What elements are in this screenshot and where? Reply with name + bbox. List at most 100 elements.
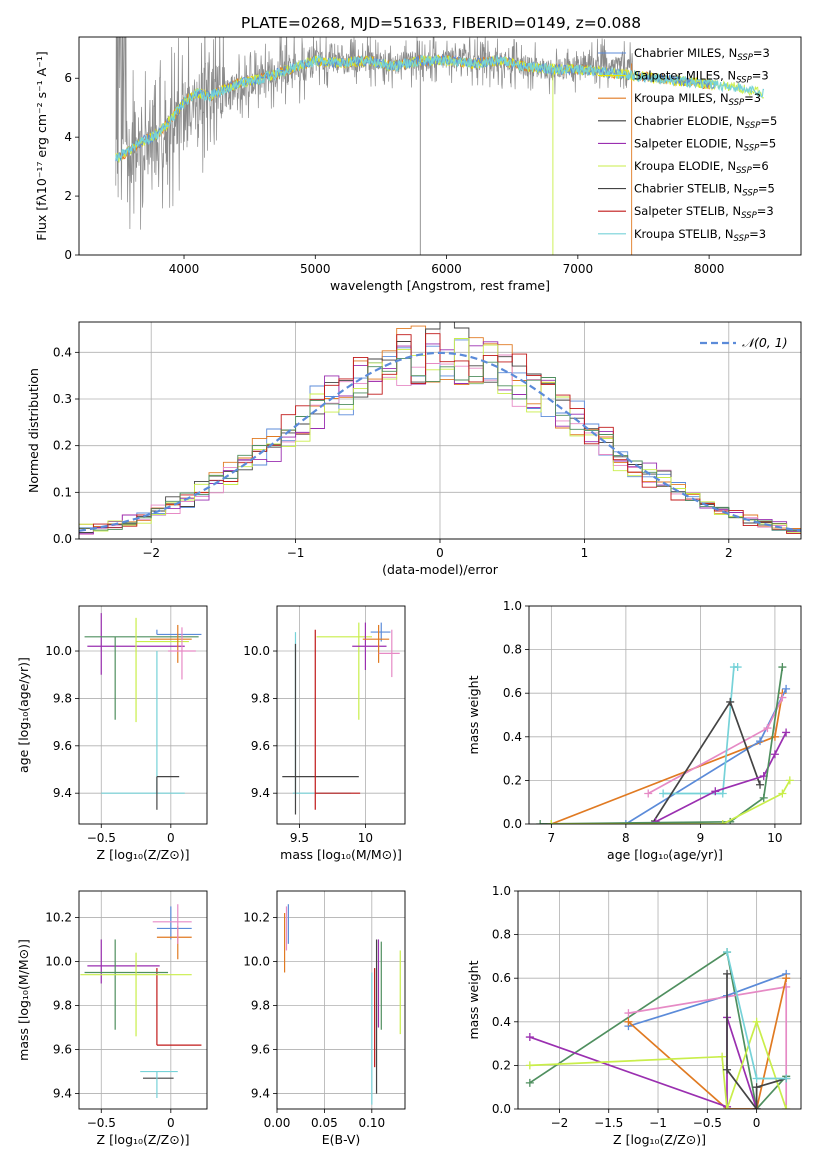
observed-spectrum-line <box>115 37 634 230</box>
legend-subscript: SSP <box>745 121 761 131</box>
legend-subscript: SSP <box>736 166 752 176</box>
legend-label: Chabrier MILES, N <box>634 46 737 60</box>
mass_vs_Z-ytick-label: 10.2 <box>45 910 72 924</box>
spectrum-xtick-label: 8000 <box>694 262 725 276</box>
mass_weight_vs_Z-ytick-label: 0.0 <box>492 1102 511 1116</box>
legend-entry-chabrier_stelib: Chabrier STELIB, NSSP=5 <box>634 182 775 199</box>
spectrum-ytick-label: 2 <box>64 189 72 203</box>
mass-weight-marker-chabrier_miles <box>621 820 630 824</box>
mass-weight-marker-kroupa_elodie <box>782 1105 791 1109</box>
spectrum-plot-area <box>115 37 765 255</box>
legend-label: Salpeter ELODIE, N <box>634 136 744 150</box>
legend-entry-normal: 𝒩(0, 1) <box>742 335 788 350</box>
mass_vs_EBV-xtick-label: 0.00 <box>264 1116 291 1130</box>
mass_weight_vs_Z-xtick-label: 0 <box>753 1116 761 1130</box>
mass_vs_Z-frame <box>78 890 208 1110</box>
mass-weight-marker-green <box>536 820 545 824</box>
mass_weight_vs_age-ylabel: mass weight <box>466 675 481 754</box>
mass_vs_Z-ytick-label: 9.8 <box>53 999 72 1013</box>
mass_vs_Z-ytick-label: 9.4 <box>53 1087 72 1101</box>
spectrum-xtick-label: 5000 <box>300 262 331 276</box>
age_vs_Z-frame <box>78 605 208 825</box>
mass_vs_Z-xtick-label: 0 <box>167 1116 175 1130</box>
legend-label: Kroupa STELIB, N <box>634 227 734 241</box>
mass-weight-marker-salpeter_elodie <box>525 1033 534 1042</box>
mass_vs_EBV-ytick-label: 9.8 <box>251 999 270 1013</box>
age_vs_mass-axes: 9.5 10 9.4 9.6 9.8 10.0 mass [log₁₀(M/M⊙)] <box>243 605 406 862</box>
mass-weight-marker-kroupa_elodie <box>718 1052 727 1061</box>
mass_weight_vs_Z-xtick-label: −0.5 <box>693 1116 722 1130</box>
mass_weight_vs_Z-ytick-label: 0.2 <box>492 1058 511 1072</box>
residuals-xtick-label: −2 <box>142 546 160 560</box>
mass-weight-line-green <box>540 666 784 824</box>
age_vs_mass-xlabel: mass [log₁₀(M/M⊙)] <box>280 847 402 862</box>
mass-weight-marker-green <box>525 1078 534 1087</box>
mass-weight-marker-kroupa_elodie <box>723 1105 732 1109</box>
age_vs_Z-axes: −0.5 0 9.4 9.6 9.8 10.0 Z [log₁₀(Z/Z⊙)] age [lo… <box>16 605 208 862</box>
legend-entry-kroupa_elodie: Kroupa ELODIE, NSSP=6 <box>634 159 769 176</box>
mass-weight-marker-kroupa_elodie <box>785 776 794 785</box>
mass-weight-line-chabrier_stelib <box>726 973 787 1109</box>
age_vs_mass-ytick-label: 9.8 <box>251 691 270 705</box>
mass-weight-marker-kroupa_stelib <box>659 789 668 798</box>
mass_weight_vs_Z-axes: −2 −1.5 −1 −0.5 0 0.0 0.2 0.4 0.6 0.8 1.0 Z [log₁₀(… <box>466 884 802 1147</box>
legend-subscript: SSP <box>737 53 753 63</box>
residuals-ytick-label: 0.4 <box>53 345 72 359</box>
age_vs_Z-ytick-label: 9.6 <box>53 739 72 753</box>
mass_vs_EBV-frame <box>276 890 406 1110</box>
mass-weight-marker-kroupa_elodie <box>752 1017 761 1026</box>
mass_weight_vs_age-plot-area <box>536 663 794 824</box>
model-spectrum-kroupa_stelib <box>115 54 765 161</box>
legend-count: =3 <box>757 204 774 218</box>
mass_weight_vs_age-xtick-label: 9 <box>697 831 705 845</box>
age_vs_Z-ytick-label: 10.0 <box>45 644 72 658</box>
residuals-xlabel: (data-model)/error <box>382 562 499 577</box>
residuals-xtick-label: 2 <box>725 546 733 560</box>
mass_vs_EBV-plot-area <box>283 904 401 1105</box>
residuals-frame <box>78 321 802 540</box>
legend-subscript: SSP <box>744 143 760 153</box>
age_vs_Z-xtick-label: 0 <box>167 831 175 845</box>
residuals-ytick-label: 0.3 <box>53 392 72 406</box>
residuals-plot-area <box>79 322 801 539</box>
legend-entry-salpeter_miles: Salpeter MILES, NSSP=3 <box>634 69 769 86</box>
mass-weight-marker-kroupa_stelib <box>782 1074 791 1083</box>
legend-count: =3 <box>752 69 769 83</box>
legend-count: =3 <box>744 91 761 105</box>
legend-subscript: SSP <box>734 234 750 244</box>
mass-weight-line-kroupa_miles <box>551 693 784 824</box>
legend-label: Salpeter MILES, N <box>634 69 736 83</box>
residuals-xtick-label: 1 <box>581 546 589 560</box>
legend-subscript: SSP <box>736 76 752 86</box>
legend-subscript: SSP <box>729 98 745 108</box>
mass_vs_Z-ytick-label: 9.6 <box>53 1043 72 1057</box>
mass-weight-marker-kroupa_miles <box>624 1017 633 1026</box>
figure-title: PLATE=0268, MJD=51633, FIBERID=0149, z=0… <box>241 14 641 32</box>
mass-weight-marker-kroupa_elodie <box>778 789 787 798</box>
legend-count: =5 <box>760 114 777 128</box>
legend-entry-chabrier_elodie: Chabrier ELODIE, NSSP=5 <box>634 114 777 131</box>
mass_weight_vs_age-frame <box>528 605 802 825</box>
legend-entry-kroupa_stelib: Kroupa STELIB, NSSP=3 <box>634 227 766 244</box>
mass-weight-marker-kroupa_elodie <box>547 820 556 824</box>
legend-label: Kroupa MILES, N <box>634 91 729 105</box>
mass_weight_vs_Z-plot-area <box>525 948 791 1109</box>
legend-count: =6 <box>752 159 769 173</box>
mass_vs_Z-plot-area <box>80 904 202 1098</box>
residuals-ytick-label: 0.1 <box>53 485 72 499</box>
mass_vs_EBV-ytick-label: 9.4 <box>251 1087 270 1101</box>
mass_weight_vs_Z-ytick-label: 0.4 <box>492 1015 511 1029</box>
mass_weight_vs_age-ytick-label: 0.2 <box>503 773 522 787</box>
mass-weight-marker-kroupa_elodie <box>525 1061 534 1070</box>
mass_vs_EBV-ytick-label: 9.6 <box>251 1043 270 1057</box>
spectrum-xtick-label: 4000 <box>169 262 200 276</box>
mass-weight-line-kroupa_elodie <box>551 779 791 824</box>
mass-weight-line-green <box>529 950 787 1109</box>
legend-label: Kroupa ELODIE, N <box>634 159 736 173</box>
spectrum-ylabel: Flux [fλ10⁻¹⁷ erg cm⁻² s⁻¹ A⁻¹] <box>34 51 49 240</box>
age_vs_mass-plot-area <box>282 622 400 815</box>
age_vs_Z-xlabel: Z [log₁₀(Z/Z⊙)] <box>97 847 190 862</box>
mass-weight-marker-kroupa_elodie <box>718 820 727 824</box>
mass_weight_vs_age-xtick-label: 7 <box>548 831 556 845</box>
